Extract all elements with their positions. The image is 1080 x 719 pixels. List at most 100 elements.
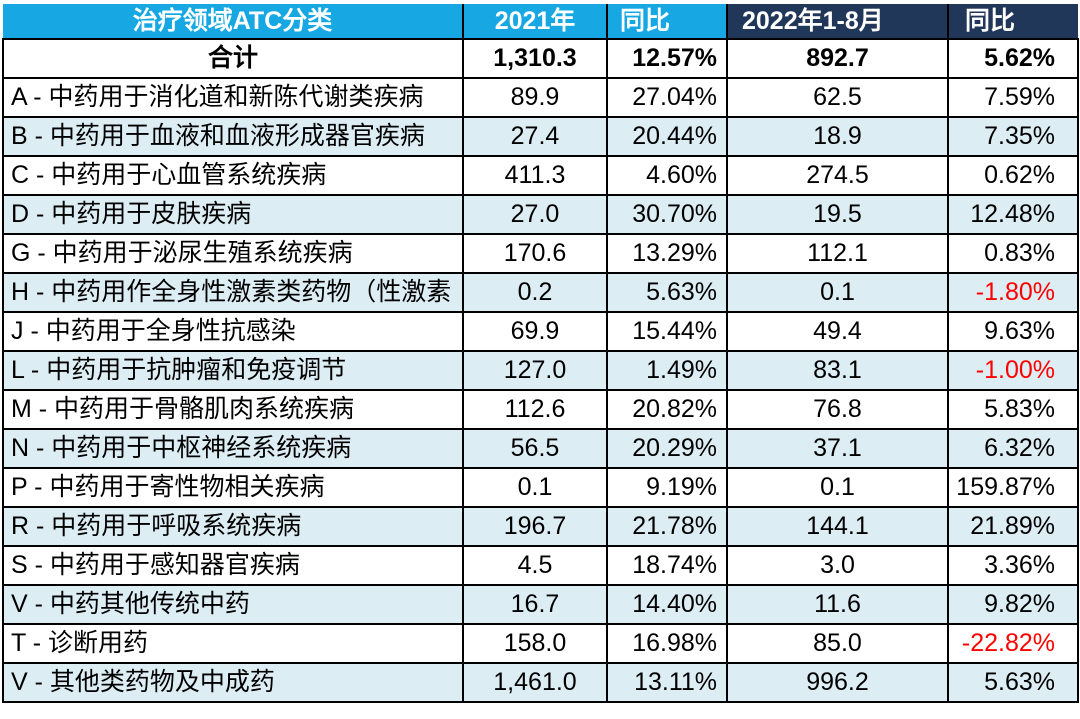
table-row: J - 中药用于全身性抗感染 69.9 15.44% 49.4 9.63%	[2, 311, 1079, 352]
cell-yoy_2022: -1.80%	[947, 272, 1079, 313]
table-row: N - 中药用于中枢神经系统疾病 56.5 20.29% 37.1 6.32%	[2, 428, 1079, 469]
cell-v2022: 76.8	[726, 389, 949, 430]
cell-yoy_2021: 9.19%	[606, 467, 728, 508]
cell-v2021: 89.9	[462, 77, 608, 118]
cell-v2021: 170.6	[462, 233, 608, 274]
cell-yoy_2022: 0.83%	[947, 233, 1079, 274]
cell-yoy_2021: 16.98%	[606, 623, 728, 664]
cell-v2021: 158.0	[462, 623, 608, 664]
cell-yoy_2021: 12.57%	[606, 38, 728, 79]
cell-yoy_2021: 1.49%	[606, 350, 728, 391]
cell-v2022: 62.5	[726, 77, 949, 118]
cell-yoy_2022: 5.62%	[947, 38, 1079, 79]
cell-v2022: 3.0	[726, 545, 949, 586]
cell-v2022: 11.6	[726, 584, 949, 625]
cell-category: T - 诊断用药	[2, 623, 464, 664]
cell-category: M - 中药用于骨骼肌肉系统疾病	[2, 389, 464, 430]
cell-v2021: 56.5	[462, 428, 608, 469]
cell-v2021: 69.9	[462, 311, 608, 352]
cell-v2021: 411.3	[462, 155, 608, 196]
cell-yoy_2022: 7.35%	[947, 116, 1079, 157]
cell-yoy_2021: 20.82%	[606, 389, 728, 430]
cell-v2022: 19.5	[726, 194, 949, 235]
cell-v2021: 27.0	[462, 194, 608, 235]
table-body: 合计 1,310.3 12.57% 892.7 5.62% A - 中药用于消化道和新陈代…	[2, 38, 1079, 703]
cell-yoy_2021: 14.40%	[606, 584, 728, 625]
cell-category: A - 中药用于消化道和新陈代谢类疾病	[2, 77, 464, 118]
atc-table: 治疗领域ATC分类 2021年 同比 2022年1-8月 同比 合计 1,310.…	[2, 4, 1079, 703]
cell-v2022: 892.7	[726, 38, 949, 79]
cell-v2022: 274.5	[726, 155, 949, 196]
cell-v2021: 4.5	[462, 545, 608, 586]
table-row: L - 中药用于抗肿瘤和免疫调节 127.0 1.49% 83.1 -1.00%	[2, 350, 1079, 391]
cell-yoy_2022: 7.59%	[947, 77, 1079, 118]
cell-yoy_2021: 5.63%	[606, 272, 728, 313]
cell-v2021: 27.4	[462, 116, 608, 157]
cell-category: G - 中药用于泌尿生殖系统疾病	[2, 233, 464, 274]
table-row: H - 中药用作全身性激素类药物（性激素 0.2 5.63% 0.1 -1.80%	[2, 272, 1079, 313]
header-yoy-2022: 同比	[947, 4, 1078, 40]
cell-category: P - 中药用于寄性物相关疾病	[2, 467, 464, 508]
cell-yoy_2022: -22.82%	[947, 623, 1079, 664]
cell-yoy_2021: 20.29%	[606, 428, 728, 469]
cell-category: L - 中药用于抗肿瘤和免疫调节	[2, 350, 464, 391]
total-row: 合计 1,310.3 12.57% 892.7 5.62%	[2, 38, 1079, 79]
cell-v2022: 37.1	[726, 428, 949, 469]
cell-yoy_2021: 30.70%	[606, 194, 728, 235]
cell-yoy_2022: 9.63%	[947, 311, 1079, 352]
header-2022-jan-aug: 2022年1-8月	[726, 4, 949, 40]
cell-category: J - 中药用于全身性抗感染	[2, 311, 464, 352]
table-row: V - 其他类药物及中成药 1,461.0 13.11% 996.2 5.63%	[2, 662, 1079, 703]
cell-yoy_2021: 27.04%	[606, 77, 728, 118]
cell-category: B - 中药用于血液和血液形成器官疾病	[2, 116, 464, 157]
table-row: V - 中药其他传统中药 16.7 14.40% 11.6 9.82%	[2, 584, 1079, 625]
table-row: C - 中药用于心血管系统疾病 411.3 4.60% 274.5 0.62%	[2, 155, 1079, 196]
table-row: G - 中药用于泌尿生殖系统疾病 170.6 13.29% 112.1 0.83%	[2, 233, 1079, 274]
cell-category: S - 中药用于感知器官疾病	[2, 545, 464, 586]
table-row: T - 诊断用药 158.0 16.98% 85.0 -22.82%	[2, 623, 1079, 664]
cell-yoy_2022: 159.87%	[947, 467, 1079, 508]
cell-v2022: 85.0	[726, 623, 949, 664]
cell-v2021: 196.7	[462, 506, 608, 547]
cell-yoy_2022: 21.89%	[947, 506, 1079, 547]
cell-yoy_2022: 0.62%	[947, 155, 1079, 196]
cell-yoy_2021: 15.44%	[606, 311, 728, 352]
cell-yoy_2021: 20.44%	[606, 116, 728, 157]
cell-v2022: 112.1	[726, 233, 949, 274]
cell-v2021: 127.0	[462, 350, 608, 391]
cell-v2022: 144.1	[726, 506, 949, 547]
cell-category: R - 中药用于呼吸系统疾病	[2, 506, 464, 547]
cell-v2022: 996.2	[726, 662, 949, 703]
table-row: R - 中药用于呼吸系统疾病 196.7 21.78% 144.1 21.89%	[2, 506, 1079, 547]
header-2021: 2021年	[462, 4, 608, 40]
cell-v2021: 112.6	[462, 389, 608, 430]
cell-category: V - 中药其他传统中药	[2, 584, 464, 625]
cell-category: C - 中药用于心血管系统疾病	[2, 155, 464, 196]
cell-v2021: 0.1	[462, 467, 608, 508]
cell-yoy_2022: 9.82%	[947, 584, 1079, 625]
cell-category: D - 中药用于皮肤疾病	[2, 194, 464, 235]
cell-v2021: 1,461.0	[462, 662, 608, 703]
cell-yoy_2022: -1.00%	[947, 350, 1079, 391]
table-row: S - 中药用于感知器官疾病 4.5 18.74% 3.0 3.36%	[2, 545, 1079, 586]
cell-yoy_2021: 21.78%	[606, 506, 728, 547]
table-row: B - 中药用于血液和血液形成器官疾病 27.4 20.44% 18.9 7.35%	[2, 116, 1079, 157]
cell-yoy_2021: 13.11%	[606, 662, 728, 703]
cell-yoy_2022: 5.63%	[947, 662, 1079, 703]
cell-category: H - 中药用作全身性激素类药物（性激素	[2, 272, 464, 313]
cell-v2022: 49.4	[726, 311, 949, 352]
cell-v2021: 1,310.3	[462, 38, 608, 79]
table-row: P - 中药用于寄性物相关疾病 0.1 9.19% 0.1 159.87%	[2, 467, 1079, 508]
cell-yoy_2022: 3.36%	[947, 545, 1079, 586]
cell-yoy_2021: 4.60%	[606, 155, 728, 196]
cell-v2022: 18.9	[726, 116, 949, 157]
cell-yoy_2022: 12.48%	[947, 194, 1079, 235]
header-yoy-2021: 同比	[606, 4, 728, 40]
cell-yoy_2022: 6.32%	[947, 428, 1079, 469]
cell-category: V - 其他类药物及中成药	[2, 662, 464, 703]
table-row: A - 中药用于消化道和新陈代谢类疾病 89.9 27.04% 62.5 7.59%	[2, 77, 1079, 118]
cell-v2022: 0.1	[726, 467, 949, 508]
cell-category: N - 中药用于中枢神经系统疾病	[2, 428, 464, 469]
cell-category: 合计	[2, 38, 464, 79]
header-category: 治疗领域ATC分类	[3, 4, 464, 40]
